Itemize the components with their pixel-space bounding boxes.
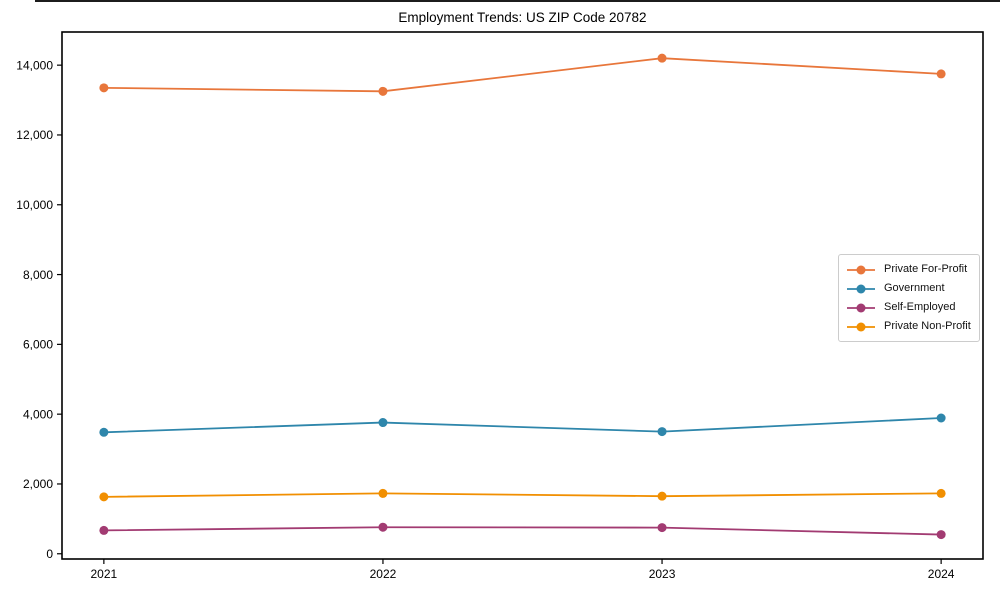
legend-item-label: Private Non-Profit xyxy=(884,320,971,332)
y-axis-tick-label: 14,000 xyxy=(16,58,53,72)
y-axis-tick-label: 4,000 xyxy=(23,407,53,421)
axes-frame xyxy=(61,31,984,560)
data-point-marker xyxy=(657,491,667,501)
series-line xyxy=(103,492,942,498)
data-point-marker xyxy=(99,427,109,437)
data-point-marker xyxy=(99,525,109,535)
data-point-marker xyxy=(936,530,946,540)
legend-item: Government xyxy=(846,279,973,298)
x-axis-tick-label: 2021 xyxy=(91,567,118,581)
data-point-marker xyxy=(936,413,946,423)
data-point-marker xyxy=(657,523,667,533)
y-axis-tick-label: 10,000 xyxy=(16,198,53,212)
data-point-marker xyxy=(378,522,388,532)
data-point-marker xyxy=(378,488,388,498)
legend-item: Self-Employed xyxy=(846,298,973,317)
y-axis-tick-label: 2,000 xyxy=(23,477,53,491)
legend-line-marker-icon xyxy=(847,265,875,274)
chart-legend: Private For-Profit Government Self-Employe… xyxy=(838,254,980,342)
series-line xyxy=(103,57,942,93)
data-point-marker xyxy=(99,83,109,93)
data-point-marker xyxy=(378,418,388,428)
legend-item-label: Self-Employed xyxy=(884,301,956,313)
x-axis-tick-label: 2022 xyxy=(370,567,397,581)
series-line xyxy=(103,526,942,536)
data-point-marker xyxy=(657,427,667,437)
data-point-marker xyxy=(936,488,946,498)
legend-item: Private For-Profit xyxy=(846,260,973,279)
legend-item-label: Private For-Profit xyxy=(884,263,968,275)
series-line xyxy=(103,417,942,434)
legend-line-marker-icon xyxy=(847,322,875,331)
data-point-marker xyxy=(99,492,109,502)
legend-item-label: Government xyxy=(884,282,945,294)
y-axis-tick-label: 6,000 xyxy=(23,338,53,352)
x-axis-tick-label: 2024 xyxy=(928,567,955,581)
legend-item: Private Non-Profit xyxy=(846,317,973,336)
legend-line-marker-icon xyxy=(847,284,875,293)
chart-title: Employment Trends: US ZIP Code 20782 xyxy=(398,10,647,25)
y-axis-tick-label: 0 xyxy=(46,547,53,561)
data-point-marker xyxy=(657,53,667,63)
data-point-marker xyxy=(936,69,946,79)
x-axis-tick-label: 2023 xyxy=(649,567,676,581)
y-axis-tick-label: 8,000 xyxy=(23,268,53,282)
legend-line-marker-icon xyxy=(847,303,875,312)
window-top-edge-line xyxy=(35,0,1000,2)
y-axis-tick-label: 12,000 xyxy=(16,128,53,142)
data-point-marker xyxy=(378,86,388,96)
